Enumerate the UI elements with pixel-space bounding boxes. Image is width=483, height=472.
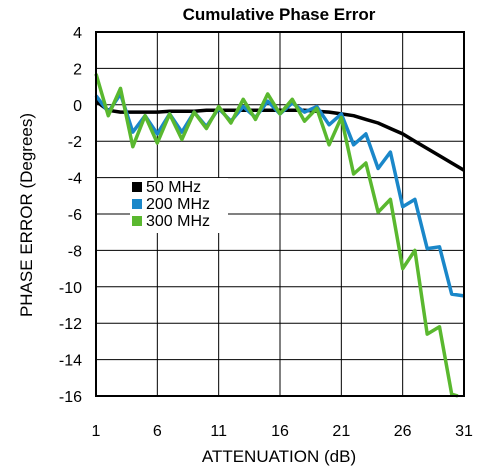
x-tick-label: 21 xyxy=(332,423,350,440)
y-tick-label: -2 xyxy=(68,134,82,151)
x-tick-label: 26 xyxy=(394,423,412,440)
chart-title: Cumulative Phase Error xyxy=(183,5,376,24)
legend-swatch xyxy=(132,199,142,209)
y-tick-label: -8 xyxy=(68,243,82,260)
x-tick-label: 11 xyxy=(210,423,227,440)
y-tick-label: -14 xyxy=(59,353,82,370)
legend-swatch xyxy=(132,216,142,226)
x-tick-label: 6 xyxy=(153,423,162,440)
y-tick-label: 0 xyxy=(73,98,82,115)
y-axis-title: PHASE ERROR (Degrees) xyxy=(17,113,36,317)
y-tick-label: 2 xyxy=(73,61,82,78)
x-tick-label: 31 xyxy=(455,423,473,440)
legend-label: 200 MHz xyxy=(146,196,210,213)
legend-label: 50 MHz xyxy=(146,179,201,196)
series-layer xyxy=(94,73,465,398)
plot-frame xyxy=(95,31,465,397)
x-tick-labels: 1 6 11 16 21 26 31 xyxy=(92,423,473,440)
y-tick-label: -12 xyxy=(59,316,82,333)
legend-swatch xyxy=(132,182,142,192)
y-tick-label: -4 xyxy=(68,171,82,188)
legend-label: 300 MHz xyxy=(146,213,210,230)
y-tick-label: -6 xyxy=(68,207,82,224)
series-line-50-mhz xyxy=(94,99,465,172)
y-tick-label: 4 xyxy=(73,25,82,42)
x-tick-label: 16 xyxy=(271,423,289,440)
y-tick-labels: 4 2 0 -2 -4 -6 -8 -10 -12 -14 -16 xyxy=(59,25,82,406)
legend-background xyxy=(130,178,228,233)
x-axis-title: ATTENUATION (dB) xyxy=(202,447,356,466)
y-tick-label: -10 xyxy=(59,280,82,297)
y-tick-label: -16 xyxy=(59,389,82,406)
series-line-300-mhz xyxy=(94,73,459,398)
x-tick-label: 1 xyxy=(92,423,101,440)
